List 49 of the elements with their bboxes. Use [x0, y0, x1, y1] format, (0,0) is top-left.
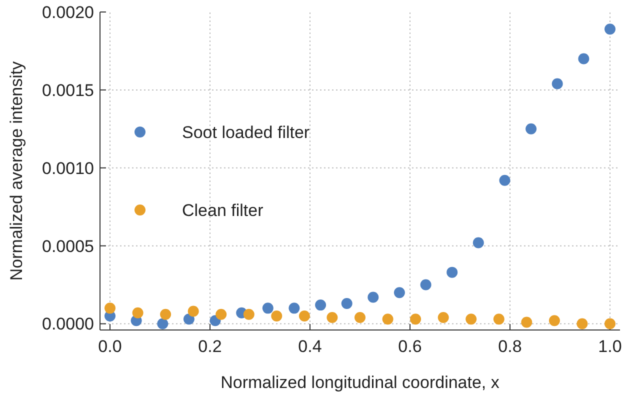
point [466, 314, 477, 325]
point [499, 174, 510, 186]
point [315, 300, 326, 311]
legend-label: Clean filter [182, 200, 264, 220]
y-axis-title: Normalized average intensity [7, 60, 26, 281]
point [354, 312, 366, 324]
y-tick-label: 0.0015 [42, 80, 94, 100]
point [576, 318, 588, 330]
x-tick-label: 0.8 [498, 337, 522, 356]
point [493, 314, 504, 325]
point [446, 266, 458, 278]
legend-label: Soot loaded filter [182, 122, 310, 142]
x-tick-label: 0.6 [398, 337, 422, 356]
point [262, 302, 274, 314]
point [271, 310, 282, 322]
point [472, 237, 484, 248]
point [157, 318, 168, 330]
point [326, 312, 338, 324]
x-tick-label: 0.4 [298, 337, 322, 356]
x-tick-label: 0.0 [98, 337, 122, 356]
point [438, 312, 449, 324]
point [521, 316, 532, 328]
point [410, 314, 422, 325]
point [578, 53, 590, 64]
point [188, 306, 199, 317]
point [243, 308, 254, 320]
point [288, 302, 300, 314]
point [341, 298, 352, 309]
y-tick-label: 0.0020 [42, 2, 94, 22]
point [382, 314, 394, 325]
x-tick-label: 1.0 [598, 337, 622, 356]
y-tick-label: 0.0005 [42, 236, 94, 256]
point [160, 308, 172, 320]
point [132, 307, 144, 318]
point [394, 287, 405, 298]
x-tick-label: 0.2 [198, 337, 222, 356]
point [526, 123, 537, 134]
y-tick-label: 0.0000 [42, 314, 94, 334]
point [368, 292, 379, 303]
point [298, 310, 310, 322]
point [420, 279, 432, 290]
point [604, 318, 616, 330]
point [552, 78, 563, 90]
x-axis-title: Normalized longitudinal coordinate, x [220, 373, 500, 392]
y-tick-label: 0.0010 [42, 158, 94, 178]
point [604, 24, 616, 35]
point [216, 308, 227, 320]
point [548, 315, 560, 326]
point [104, 302, 116, 314]
